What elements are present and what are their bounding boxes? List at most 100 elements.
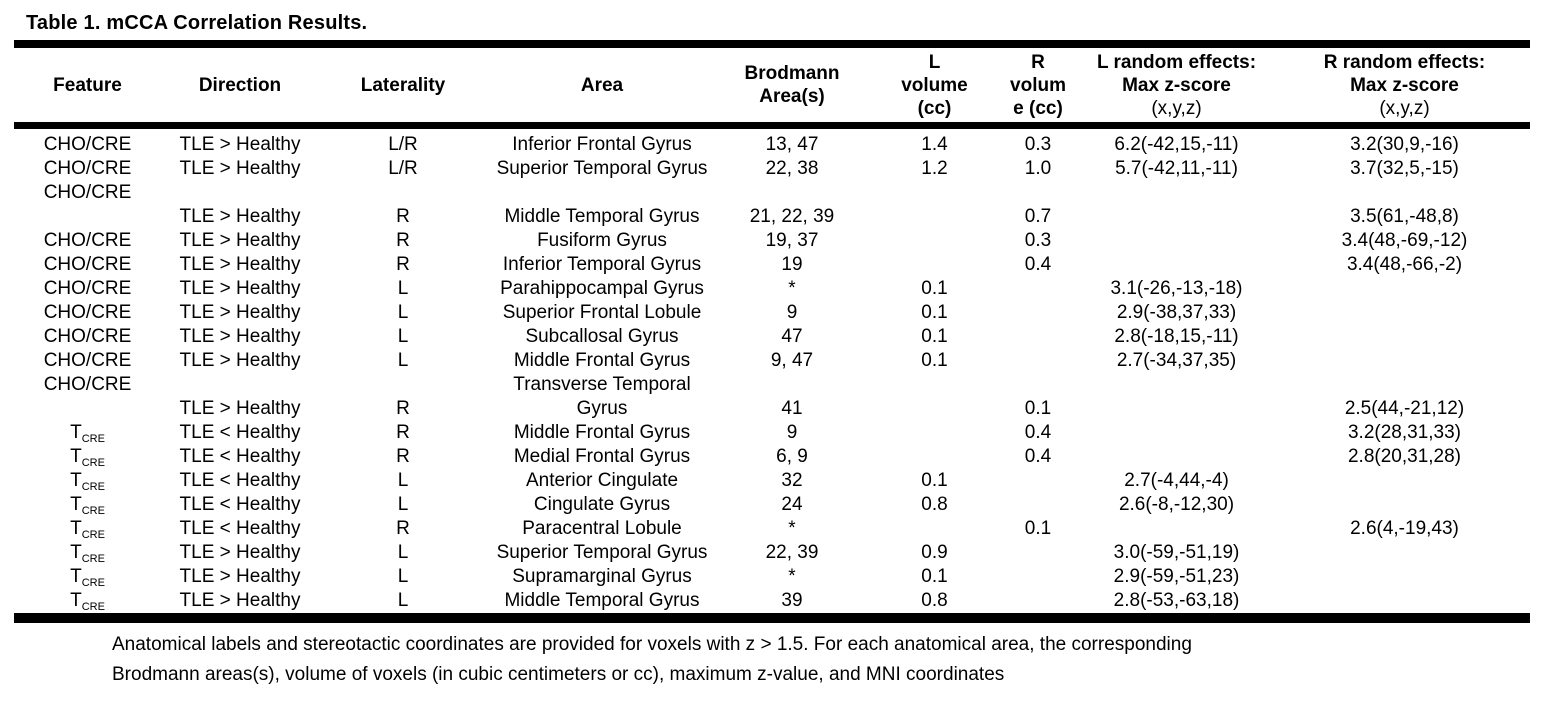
feature-subscript: CRE [81,553,105,565]
column-header-brodmann: Brodmann Area(s) [717,48,867,129]
cell-r-volume: 0.3 [1024,134,1052,155]
cell-l-volume: 1.2 [921,158,948,179]
cell-direction: TLE > Healthy [179,398,301,419]
column-header-label: Feature [53,74,122,96]
table-row: TCRE TLE < Healthy R Paracentral Lobule * 0.1… [14,517,1530,541]
cell-r-volume [1002,349,1074,373]
cell-feature: CHO/CRE [43,158,132,179]
feature-symbol: T [70,518,82,539]
table-row: TCRE TLE > Healthy L Supramarginal Gyrus * 0.… [14,565,1530,589]
cell-r-random [1279,565,1530,589]
cell-direction: TLE > Healthy [179,158,301,179]
cell-r-random [1279,301,1530,325]
cell-l-random: 2.8(-18,15,-11) [1114,326,1239,347]
cell-brodmann: 39 [781,590,803,611]
cell-direction: TLE > Healthy [179,230,301,251]
cell-r-volume: 0.1 [1024,398,1052,419]
cell-r-volume [1002,493,1074,517]
cell-laterality: L [397,278,409,299]
cell-laterality: R [396,518,410,539]
column-header-label: L volume (cc) [901,51,968,119]
table-row: CHO/CRE TLE > Healthy L/R Superior Temporal… [14,157,1530,181]
cell-l-volume: 0.1 [921,302,948,323]
cell-r-random: 3.2(28,31,33) [1347,422,1462,443]
cell-l-random [1074,421,1279,445]
feature-subscript: CRE [81,481,105,493]
cell-l-random [1074,373,1279,421]
table-zone: Table 1. mCCA Correlation Results. Featu… [14,0,1530,623]
cell-r-random: 3.7(32,5,-15) [1350,158,1459,179]
column-header-r-random-effects: R random effects: Max z-score (x,y,z) [1279,48,1530,129]
feature-symbol: T [70,422,82,443]
cell-area: Cingulate Gyrus [533,494,671,515]
cell-brodmann: 22, 39 [765,542,819,563]
cell-feature: TCRE [14,517,161,541]
cell-feature: TCRE [14,493,161,517]
cell-l-random [1074,253,1279,277]
column-header-sublabel: (x,y,z) [1151,97,1202,119]
cell-direction: TLE > Healthy [179,590,301,611]
cell-laterality: L/R [388,158,418,179]
cell-r-random: 3.2(30,9,-16) [1350,134,1459,155]
table-row: CHO/CRE TLE > Healthy R Fusiform Gyrus 19, 3… [14,229,1530,253]
cell-brodmann: 9, 47 [770,350,814,371]
cell-feature: CHO/CRE [43,230,132,251]
cell-brodmann: 22, 38 [765,158,819,179]
cell-area: Middle Temporal Gyrus [504,206,700,227]
cell-l-volume [867,229,1002,253]
cell-brodmann: 13, 47 [765,134,819,155]
cell-direction: TLE < Healthy [179,494,301,515]
cell-l-volume [867,181,1002,229]
cell-l-random [1074,181,1279,229]
cell-r-random [1279,325,1530,349]
cell-laterality: R [396,254,410,275]
cell-feature: CHO/CRE [43,302,132,323]
cell-r-random [1279,541,1530,565]
cell-l-random: 2.7(-34,37,35) [1116,350,1237,371]
cell-r-random: 3.4(48,-69,-12) [1341,230,1468,251]
cell-laterality: R [396,206,410,227]
cell-l-random: 2.9(-38,37,33) [1116,302,1237,323]
cell-brodmann: 47 [781,326,803,347]
cell-laterality: L/R [388,134,418,155]
cell-brodmann: 41 [781,398,803,419]
cell-r-volume [1002,325,1074,349]
cell-feature: TCRE [14,421,161,445]
cell-feature: CHO/CRE [43,134,132,155]
cell-l-volume: 0.1 [921,470,948,491]
table-header-row: Feature Direction Laterality Area Brodma… [14,48,1530,129]
cell-laterality: L [397,590,409,611]
cell-r-volume [1002,301,1074,325]
cell-feature: TCRE [14,541,161,565]
table-row: CHO/CRE TLE > Healthy L Superior Frontal Lo… [14,301,1530,325]
cell-l-volume [867,253,1002,277]
footnote-line: Brodmann areas(s), volume of voxels (in … [112,664,1005,685]
cell-direction: TLE > Healthy [179,302,301,323]
feature-subscript: CRE [81,505,105,517]
feature-symbol: T [70,470,82,491]
cell-l-random [1074,517,1279,541]
cell-laterality: L [397,494,409,515]
cell-l-volume [867,517,1002,541]
cell-laterality: L [397,326,409,347]
cell-direction: TLE > Healthy [179,206,301,227]
cell-brodmann: 9 [786,302,798,323]
cell-r-volume [1002,469,1074,493]
feature-subscript: CRE [81,577,105,589]
column-header-label: R volum e (cc) [1010,51,1066,119]
cell-laterality: L [397,566,409,587]
cell-feature: CHO/CRE [43,254,132,275]
table-row: TCRE TLE > Healthy L Middle Temporal Gyrus 3… [14,589,1530,618]
cell-l-random [1074,229,1279,253]
table-title: Table 1. mCCA Correlation Results. [26,12,368,34]
cell-r-volume: 1.0 [1024,158,1052,179]
table-header: Feature Direction Laterality Area Brodma… [14,48,1530,129]
cell-area: Superior Frontal Lobule [502,302,702,323]
column-header-label: Brodmann Area(s) [744,63,840,107]
table-row: TCRE TLE < Healthy L Cingulate Gyrus 24 0.8 2.… [14,493,1530,517]
cell-direction: TLE < Healthy [179,518,301,539]
column-header-direction: Direction [161,48,319,129]
cell-l-random: 2.8(-53,-63,18) [1113,590,1240,611]
cell-direction: TLE < Healthy [179,470,301,491]
cell-direction: TLE < Healthy [179,422,301,443]
